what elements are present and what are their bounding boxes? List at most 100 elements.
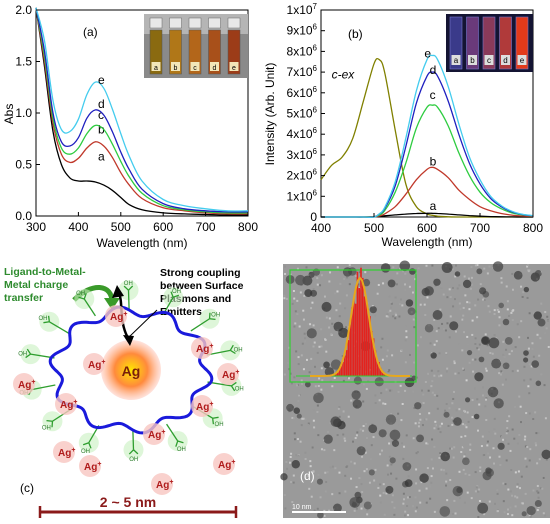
tem-noise-speck [320, 274, 323, 277]
tem-noise-speck [419, 303, 422, 306]
tem-noise-speck [356, 431, 359, 434]
ligand-cooh-label: OH [177, 447, 186, 453]
tem-noise-speck [463, 409, 466, 412]
tem-nanoparticle [440, 451, 451, 462]
tem-noise-speck [328, 280, 331, 283]
tem-noise-speck [525, 465, 528, 468]
ligand-cooh-label: OH [172, 289, 181, 295]
tem-noise-speck [298, 394, 301, 397]
tem-noise-speck [289, 461, 292, 464]
tem-noise-speck [524, 492, 527, 495]
tem-noise-speck [366, 513, 369, 516]
tem-noise-speck [284, 272, 287, 275]
tem-noise-speck [355, 486, 358, 489]
ag-ion-glow [13, 373, 35, 395]
tem-noise-speck [399, 267, 402, 270]
tem-noise-speck [486, 440, 489, 443]
tem-noise-speck [309, 323, 312, 326]
tem-noise-speck [511, 370, 514, 373]
chart-a-ytick-label: 0.0 [15, 209, 32, 223]
tem-noise-speck [531, 342, 534, 345]
tem-noise-speck [426, 442, 429, 445]
tem-noise-speck [374, 394, 377, 397]
coupling-text-line1: Strong coupling [160, 267, 241, 279]
tem-noise-speck [383, 513, 386, 516]
tem-noise-speck [302, 368, 305, 371]
tem-noise-speck [309, 460, 312, 463]
vial-a-tag [190, 62, 200, 71]
tem-noise-speck [487, 452, 490, 455]
tem-noise-speck [433, 319, 436, 322]
ligand-cooh-label: OH [124, 281, 133, 287]
tem-noise-speck [293, 376, 296, 379]
tem-nanoparticle [378, 429, 387, 438]
tem-noise-speck [346, 276, 349, 279]
tem-noise-speck [436, 510, 439, 513]
tem-noise-speck [472, 370, 475, 373]
ag-ion-glow [105, 305, 127, 327]
tem-noise-speck [453, 362, 456, 365]
tem-noise-speck [300, 424, 303, 427]
tem-nanoparticle [424, 324, 434, 333]
tem-noise-speck [390, 306, 393, 309]
tem-noise-speck [391, 354, 394, 357]
chart-a-xtick-label: 400 [68, 220, 88, 234]
tem-noise-speck [406, 496, 409, 499]
tem-noise-speck [536, 462, 539, 465]
tem-noise-speck [452, 456, 455, 459]
tem-noise-speck [415, 482, 418, 485]
tem-noise-speck [344, 307, 347, 310]
tem-noise-speck [350, 477, 353, 480]
tem-nanoparticle [321, 301, 332, 312]
tem-noise-speck [312, 324, 315, 327]
tem-noise-speck [286, 361, 289, 364]
tem-noise-speck [532, 489, 535, 492]
tem-noise-speck [312, 470, 315, 473]
tem-noise-speck [470, 497, 473, 500]
tem-noise-speck [446, 367, 449, 370]
tem-noise-speck [532, 418, 535, 421]
tem-noise-speck [339, 282, 342, 285]
tem-noise-speck [479, 283, 482, 286]
tem-noise-speck [341, 355, 344, 358]
chart-b-series-c-ex-line [320, 57, 533, 218]
tem-noise-speck [319, 284, 322, 287]
tem-noise-speck [317, 434, 320, 437]
chart-b-series-e-line [321, 54, 534, 218]
tem-noise-speck [342, 410, 345, 413]
tem-noise-speck [317, 473, 320, 476]
tem-noise-speck [364, 451, 367, 454]
tem-noise-speck [351, 440, 354, 443]
tem-noise-speck [544, 332, 547, 335]
tem-noise-speck [294, 438, 297, 441]
tem-noise-speck [505, 285, 508, 288]
tem-noise-speck [497, 447, 500, 450]
tem-noise-speck [382, 402, 385, 405]
tem-noise-speck [385, 492, 388, 495]
tem-noise-speck [382, 271, 385, 274]
tem-noise-speck [465, 426, 468, 429]
tem-noise-speck [325, 316, 328, 319]
vial-a-tag [151, 62, 161, 71]
tem-noise-speck [416, 451, 419, 454]
tem-noise-speck [408, 285, 411, 288]
tem-noise-speck [527, 385, 530, 388]
histogram-bar [371, 331, 373, 376]
tem-noise-speck [381, 358, 384, 361]
tem-noise-speck [397, 390, 400, 393]
ligand-bond [47, 315, 50, 322]
tem-noise-speck [484, 333, 487, 336]
tem-noise-speck [475, 486, 478, 489]
tem-noise-speck [379, 483, 382, 486]
tem-noise-speck [511, 347, 514, 350]
tem-nanoparticle [399, 260, 411, 272]
tem-noise-speck [507, 442, 510, 445]
tem-noise-speck [439, 452, 442, 455]
tem-nanoparticle [513, 270, 523, 280]
tem-noise-speck [404, 272, 407, 275]
tem-nanoparticle [534, 499, 542, 508]
tem-noise-speck [423, 303, 426, 306]
tem-noise-speck [493, 309, 496, 312]
